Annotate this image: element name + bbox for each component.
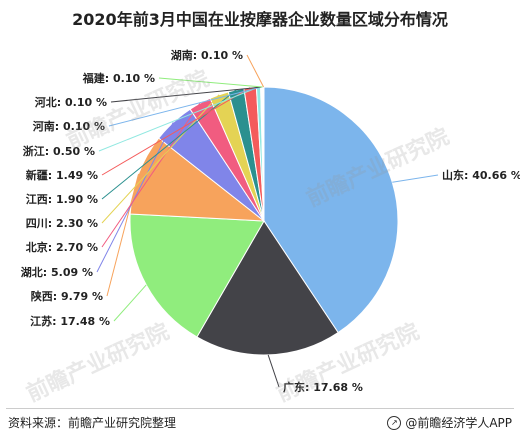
slice-label-8: 江西: 1.90 % [26, 192, 98, 206]
slice-label-5: 湖北: 5.09 % [21, 265, 93, 279]
slice-label-9: 新疆: 1.49 % [26, 168, 98, 182]
slice-label-1: 山东: 40.66 % [442, 168, 520, 182]
footer-divider [6, 408, 514, 409]
slice-label-4: 陕西: 9.79 % [31, 289, 103, 303]
brand-logo-icon: ↗ [387, 415, 402, 430]
leader-line-13 [158, 77, 263, 88]
leader-line-9 [101, 87, 251, 176]
slice-label-2: 广东: 17.68 % [283, 380, 363, 394]
footer-brand: ↗ @前瞻经济学人APP [387, 414, 512, 431]
footer-source: 资料来源：前瞻产业研究院整理 [8, 416, 177, 430]
leader-line-12 [110, 86, 262, 103]
leader-line-1 [392, 174, 439, 183]
leader-line-7 [101, 94, 220, 224]
chart-title: 2020年前3月中国在业按摩器企业数量区域分布情况 [72, 10, 448, 29]
leader-line-5 [96, 122, 174, 273]
slice-label-6: 北京: 2.70 % [26, 240, 98, 254]
slice-label-7: 四川: 2.30 % [26, 217, 98, 230]
leader-line-3 [113, 284, 147, 322]
slice-label-11: 河南: 0.10 % [33, 119, 105, 133]
footer-brand-text: @前瞻经济学人APP [405, 416, 512, 430]
slice-label-10: 浙江: 0.50 % [23, 144, 95, 158]
slice-label-14: 湖南: 0.10 % [171, 48, 243, 62]
slice-label-3: 江苏: 17.48 % [30, 314, 110, 328]
slice-label-13: 福建: 0.10 % [82, 71, 155, 85]
slice-label-12: 河北: 0.10 % [35, 95, 107, 109]
leader-line-14 [246, 54, 265, 88]
leader-line-4 [106, 173, 140, 297]
leader-line-2 [267, 354, 280, 388]
leader-line-8 [101, 89, 237, 200]
leader-line-11 [108, 86, 262, 127]
leader-line-10 [98, 86, 259, 152]
